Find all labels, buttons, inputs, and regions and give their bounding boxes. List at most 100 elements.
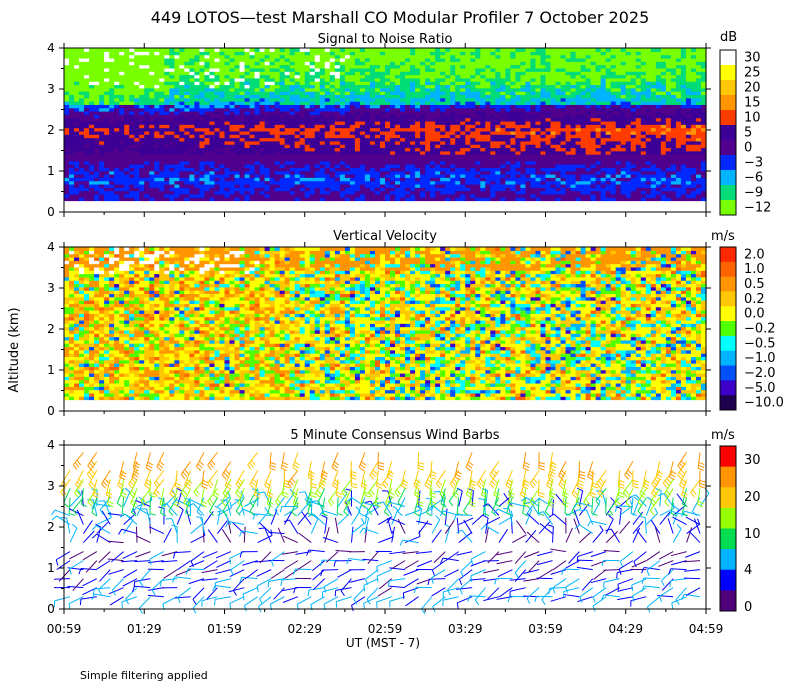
snr-cell — [299, 67, 306, 72]
snr-cell — [324, 183, 331, 188]
snr-cell — [109, 187, 115, 192]
snr-cell — [334, 67, 341, 72]
snr-cell — [89, 67, 95, 72]
snr-cell — [84, 170, 90, 175]
snr-cell — [104, 61, 110, 66]
snr-cell — [274, 71, 281, 76]
snr-cell — [184, 157, 190, 162]
snr-cell — [199, 120, 206, 125]
snr-cell — [274, 91, 281, 96]
snr-cell — [229, 190, 236, 195]
snr-cell — [184, 107, 190, 112]
snr-cell — [199, 84, 206, 89]
snr-cell — [349, 170, 356, 175]
snr-cell — [319, 87, 326, 92]
snr-cell — [294, 173, 301, 178]
snr-cell — [239, 180, 246, 185]
snr-cell — [89, 104, 95, 109]
snr-cell — [139, 140, 145, 145]
snr-cell — [134, 71, 140, 76]
snr-cell — [134, 157, 140, 162]
snr-cell — [239, 164, 246, 168]
snr-cell — [344, 187, 351, 192]
snr-cell — [209, 114, 216, 119]
snr-cell — [179, 48, 185, 52]
snr-cell — [324, 150, 331, 155]
snr-cell — [84, 120, 90, 125]
snr-cell — [119, 120, 125, 125]
snr-cell — [254, 110, 261, 115]
snr-cell — [304, 127, 311, 132]
snr-cell — [144, 193, 150, 198]
snr-cell — [279, 167, 286, 172]
snr-cell — [259, 117, 266, 122]
snr-cell — [304, 167, 311, 172]
snr-cell — [249, 97, 256, 102]
snr-cell — [99, 94, 105, 99]
snr-cell — [204, 140, 211, 145]
snr-cell — [214, 97, 221, 102]
snr-cell — [254, 170, 261, 175]
snr-cell — [229, 164, 236, 168]
snr-cell — [144, 120, 150, 125]
snr-cell — [289, 160, 296, 165]
snr-cell — [289, 120, 296, 125]
snr-cell — [169, 157, 175, 162]
snr-cell — [139, 110, 145, 115]
snr-cell — [139, 77, 145, 82]
snr-cell — [94, 77, 100, 82]
snr-cell — [204, 147, 211, 152]
snr-cell — [169, 81, 175, 86]
snr-cell — [119, 180, 125, 185]
snr-cell — [269, 167, 276, 172]
snr-cell — [124, 137, 130, 142]
snr-cell — [89, 48, 95, 52]
snr-cell — [139, 51, 145, 56]
snr-cell — [84, 110, 90, 115]
snr-cell — [249, 173, 256, 178]
snr-cell — [134, 114, 140, 119]
snr-cell — [74, 137, 80, 142]
snr-cell — [119, 104, 125, 109]
snr-cell — [229, 91, 236, 96]
snr-cell — [209, 134, 216, 139]
snr-cell — [209, 117, 216, 122]
snr-cell — [219, 91, 226, 96]
snr-cell — [329, 107, 336, 112]
snr-cell — [134, 144, 140, 149]
snr-cell — [294, 54, 301, 59]
snr-cell — [159, 71, 165, 76]
snr-cell — [204, 94, 211, 99]
snr-cell — [149, 190, 155, 195]
snr-cell — [149, 177, 155, 182]
snr-cell — [84, 101, 90, 105]
snr-cell — [289, 91, 296, 96]
snr-cell — [79, 157, 85, 162]
snr-cell — [344, 157, 351, 162]
snr-cell — [344, 154, 351, 159]
snr-cell — [124, 144, 130, 149]
snr-cell — [354, 180, 361, 185]
snr-cell — [79, 177, 85, 182]
snr-cell — [304, 107, 311, 112]
snr-cell — [324, 101, 331, 105]
snr-cell — [234, 71, 241, 76]
snr-cell — [269, 77, 276, 82]
snr-cell — [149, 154, 155, 159]
snr-cell — [294, 130, 301, 135]
snr-cell — [84, 197, 90, 202]
snr-cell — [249, 154, 256, 159]
snr-cell — [304, 173, 311, 178]
snr-cell — [94, 81, 100, 86]
snr-cell — [69, 64, 75, 69]
snr-cell — [64, 154, 70, 159]
snr-cell — [174, 147, 180, 152]
snr-cell — [69, 137, 75, 142]
snr-cell — [224, 140, 231, 145]
snr-cell — [169, 173, 175, 178]
snr-cell — [139, 160, 145, 165]
snr-cell — [184, 101, 190, 105]
snr-cell — [324, 144, 331, 149]
snr-cell — [319, 48, 326, 52]
snr-cell — [339, 160, 346, 165]
